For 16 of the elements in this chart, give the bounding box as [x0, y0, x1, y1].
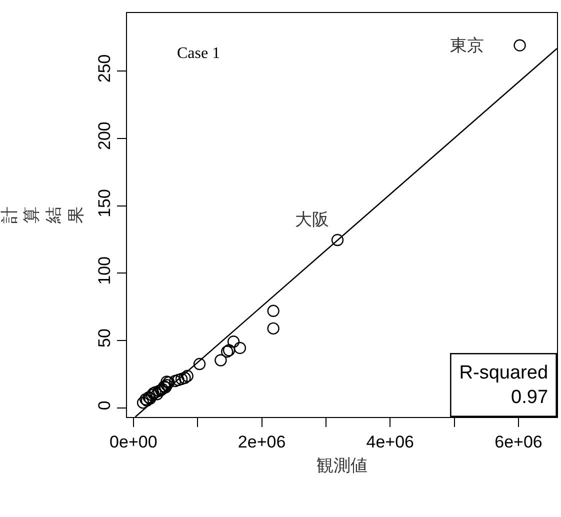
y-tick-label: 100: [95, 256, 114, 285]
y-axis-title: 計算結果: [0, 206, 86, 224]
x-tick-label: 4e+06: [366, 432, 414, 452]
annotation: R-squared 0.97: [459, 362, 548, 408]
y-tick-label: 0: [95, 400, 114, 410]
x-axis-title: 観測値: [316, 456, 368, 475]
annotation: 大阪: [295, 210, 329, 229]
annotation: 東京: [450, 36, 484, 55]
y-tick-label: 200: [95, 122, 114, 150]
annotation: Case 1: [177, 45, 220, 62]
x-tick-label: 2e+06: [238, 432, 286, 452]
x-tick-label: 0e+00: [110, 432, 158, 452]
x-tick-label: 6e+06: [494, 432, 542, 452]
y-tick-label: 150: [95, 189, 114, 218]
y-tick-label: 250: [95, 54, 114, 83]
y-tick-label: 50: [95, 328, 114, 348]
